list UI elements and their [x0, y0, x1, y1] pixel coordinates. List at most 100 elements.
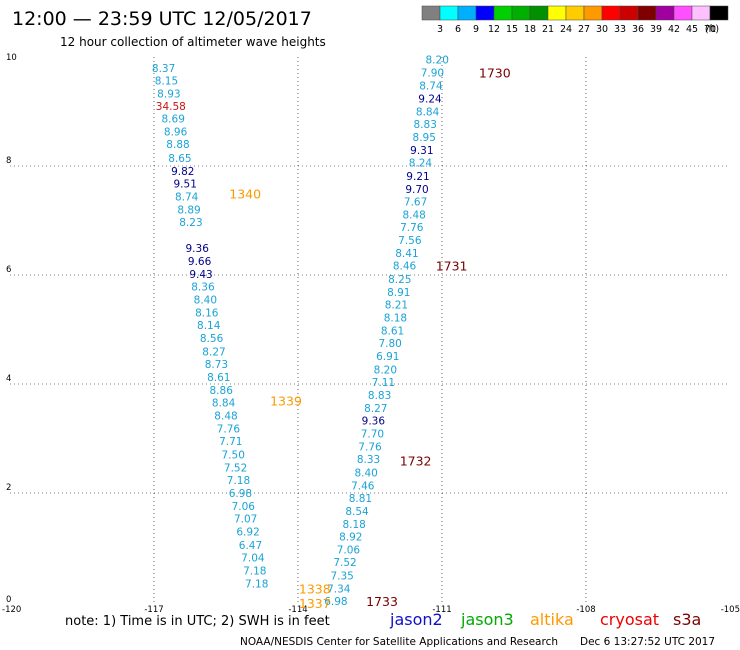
swh-value-label: 8.95: [413, 132, 436, 144]
y-tick-label: 0: [6, 595, 11, 605]
y-tick-label: 10: [6, 53, 17, 63]
colorbar-label: 45: [686, 24, 698, 35]
satellite-legend: jason2 jason3 altika cryosat s3a: [389, 610, 701, 629]
swh-value-label: 8.40: [354, 467, 377, 479]
pass-time-label: 1732: [400, 453, 432, 468]
pass-time-label: 1731: [436, 259, 468, 274]
colorbar-label: 21: [542, 24, 554, 35]
color-scale-legend: 3 6 9 12 15 18 21 24 27 30 33 36 39 42 45 70(ft): [421, 5, 729, 35]
swh-value-label: 8.83: [414, 119, 437, 131]
swh-value-label: 8.41: [395, 248, 418, 260]
swh-value-label: 8.25: [388, 274, 411, 286]
colorbar-label: 30: [596, 24, 608, 35]
colorbar-swatch: [529, 5, 549, 21]
swh-value-label: 7.52: [224, 462, 247, 474]
colorbar-label: 18: [524, 24, 536, 35]
pass-time-label: 1339: [270, 393, 302, 408]
colorbar-label: 36: [632, 24, 644, 35]
swh-value-label: 7.76: [400, 222, 424, 234]
colorbar-label: 42: [668, 24, 680, 35]
colorbar-swatch: [637, 5, 657, 21]
swh-value-label: 8.96: [164, 127, 188, 139]
swh-value-label: 7.18: [227, 475, 250, 487]
swh-value-label: 7.90: [421, 67, 444, 79]
swh-value-label: 8.40: [194, 295, 217, 307]
colorbar-label: 24: [560, 24, 572, 35]
colorbar-label: 9: [473, 24, 479, 35]
swh-value-label: 7.18: [243, 565, 266, 577]
colorbar-label: 6: [455, 24, 461, 35]
colorbar-swatch: [457, 5, 477, 21]
swh-value-label: 6.91: [376, 351, 399, 363]
swh-value-label: 7.52: [333, 557, 356, 569]
swh-value-label: 34.58: [156, 101, 186, 113]
pass-time-label: 1337: [299, 596, 331, 611]
swh-value-label: 8.89: [177, 205, 200, 217]
data-labels: 8.378.158.938.698.968.888.658.748.898.23…: [152, 55, 449, 608]
x-tick-label: -120: [2, 605, 21, 615]
colorbar-swatch: [565, 5, 585, 21]
swh-value-label: 8.23: [179, 217, 202, 229]
swh-value-label: 8.16: [195, 308, 219, 320]
x-axis-ticks: -120 -117 -114 -111 -108 -105: [2, 605, 740, 615]
swh-value-label: 8.81: [349, 493, 372, 505]
swh-value-label: 8.86: [210, 385, 234, 397]
colorbar-swatch: [439, 5, 459, 21]
footer-note: note: 1) Time is in UTC; 2) SWH is in fe…: [65, 614, 330, 629]
swh-value-label: 7.06: [232, 501, 256, 513]
swh-value-label: 8.18: [384, 313, 407, 325]
swh-value-label: 8.48: [214, 411, 237, 423]
legend-jason2: jason2: [389, 610, 443, 629]
y-tick-label: 4: [6, 374, 11, 384]
swh-value-label: 7.18: [245, 578, 268, 590]
pass-time-label: 1338: [299, 581, 331, 596]
swh-value-label: 6.98: [229, 488, 252, 500]
x-tick-label: -105: [721, 605, 740, 615]
y-tick-label: 6: [6, 265, 11, 275]
colorbar-swatch: [583, 5, 603, 21]
swh-value-label: 8.74: [175, 192, 199, 204]
colorbar-label: 15: [506, 24, 518, 35]
legend-cryosat: cryosat: [600, 610, 659, 629]
pass-time-label: 1733: [366, 594, 398, 609]
swh-value-label: 7.70: [361, 429, 384, 441]
swh-value-label: 9.36: [186, 243, 210, 255]
swh-value-label: 7.46: [351, 480, 375, 492]
swh-value-label: 7.04: [241, 552, 265, 564]
colorbar-swatch: [547, 5, 567, 21]
swh-value-label: 8.92: [339, 532, 362, 544]
x-tick-label: -114: [288, 605, 307, 615]
swh-value-label: 9.66: [188, 256, 212, 268]
colorbar-unit: (ft): [705, 24, 719, 35]
swh-value-label: 9.21: [406, 171, 429, 183]
swh-value-label: 8.21: [385, 299, 408, 311]
swh-value-label: 8.18: [342, 519, 365, 531]
swh-value-label: 8.69: [162, 114, 185, 126]
swh-value-label: 8.61: [381, 326, 404, 338]
swh-value-label: 7.35: [330, 570, 353, 582]
pass-time-label: 1730: [479, 65, 511, 80]
swh-value-label: 8.33: [357, 454, 380, 466]
swh-value-label: 7.56: [398, 235, 422, 247]
swh-value-label: 8.93: [157, 89, 180, 101]
swh-value-label: 7.67: [404, 196, 427, 208]
swh-value-label: 8.83: [368, 390, 391, 402]
colorbar-label: 70: [704, 24, 716, 35]
swh-value-label: 9.82: [171, 166, 194, 178]
swh-value-label: 8.84: [212, 398, 236, 410]
colorbar-swatch: [691, 5, 711, 21]
swh-value-label: 7.71: [219, 436, 242, 448]
pass-time-label: 1340: [229, 186, 261, 201]
swh-value-label: 8.48: [402, 210, 425, 222]
colorbar-swatch: [673, 5, 693, 21]
swh-value-label: 8.91: [387, 287, 410, 299]
swh-value-label: 8.74: [419, 80, 443, 92]
swh-value-label: 7.80: [378, 338, 401, 350]
swh-value-label: 8.61: [207, 372, 230, 384]
swh-value-label: 7.06: [337, 545, 361, 557]
y-tick-label: 8: [6, 156, 11, 166]
legend-s3a: s3a: [673, 610, 701, 629]
swh-value-label: 8.20: [374, 364, 397, 376]
